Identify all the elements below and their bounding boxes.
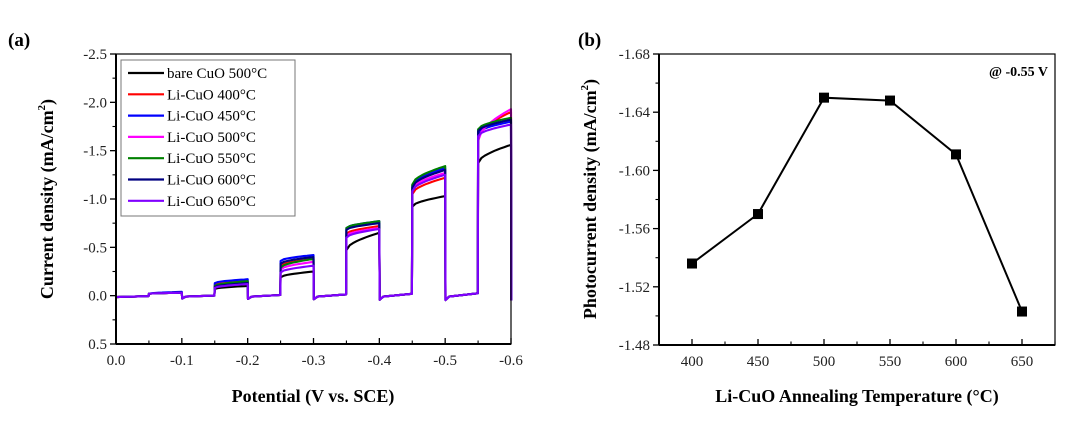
panel-a-x-tick-label: 0.0 [107,353,126,369]
legend-entry: Li-CuO 550°C [167,151,256,167]
panel-a-x-tick-label: -0.2 [236,353,260,369]
panel-b-y-tick-label: -1.68 [619,47,650,63]
legend-entry: bare CuO 500°C [167,66,267,82]
panel-a-y-tick-label: -1.0 [83,192,107,208]
panel-b-label: (b) [578,30,601,51]
legend-entry: Li-CuO 600°C [167,173,256,189]
panel-b-series-line [691,96,1023,312]
panel-a-y-tick-label: -2.0 [83,95,107,111]
panel-b-y-tick-label: -1.48 [619,338,650,354]
panel-a-current-density-chart: (a) 0.0 -0.1 -0.2 -0.3 -0.4 -0.5 -0.6 -2.5 -2.0 -… [8,30,523,407]
panel-a-legend: bare CuO 500°C Li-CuO 400°C Li-CuO 450°C Li… [120,59,296,217]
legend-entry: Li-CuO 500°C [167,130,256,146]
panel-a-curves [115,108,513,302]
panel-a-y-tick-label: -0.5 [83,240,107,256]
panel-a-x-tick-label: -0.3 [302,353,326,369]
panel-b-plot-frame [658,53,1056,346]
legend-entry: Li-CuO 650°C [167,194,256,210]
panel-b-y-axis-title-main: Photocurrent density (mA/cm [580,90,601,319]
legend-entry: Li-CuO 400°C [167,87,256,103]
panel-b-data-point [687,258,697,269]
panel-a-x-axis-title: Potential (V vs. SCE) [232,386,395,407]
panel-a-x-tick-label: -0.4 [367,353,391,369]
panel-b-x-tick-label: 400 [681,354,704,370]
panel-a-y-axis-title-close: ) [37,99,58,105]
panel-a-x-tick-label: -0.1 [170,353,194,369]
panel-a-y-tick-label: -1.5 [83,144,107,160]
panel-a-x-tick-label: -0.6 [499,353,523,369]
panel-a-y-axis-title-main: Current density (mA/cm [37,110,58,299]
panel-a-series-line [115,123,513,302]
panel-b-ticks: 400 450 500 550 600 650 -1.48 -1.52 -1.56 -1.60 -1… [619,47,1056,370]
legend-entry: Li-CuO 450°C [167,109,256,125]
panel-a-label: (a) [8,30,30,51]
panel-b-data-point [1017,306,1027,317]
panel-a-y-axis-title: Current density (mA/cm2) [36,99,58,299]
panel-b-data-point [753,209,763,220]
panel-b-data-point [819,92,829,103]
panel-b-y-tick-label: -1.56 [619,222,651,238]
panel-b-x-axis-title: Li-CuO Annealing Temperature (°C) [715,386,998,407]
panel-b-y-axis-title-sup: 2 [579,84,591,90]
panel-b-x-tick-label: 450 [747,354,770,370]
panel-b-y-tick-label: -1.64 [619,105,651,121]
panel-b-annotation: @ -0.55 V [989,65,1048,80]
panel-b-y-tick-label: -1.60 [619,163,650,179]
panel-b-x-tick-label: 600 [945,354,968,370]
panel-b-y-axis-title-close: ) [580,79,601,85]
panel-a-ticks: 0.0 -0.1 -0.2 -0.3 -0.4 -0.5 -0.6 -2.5 -2.0 -1.5 -… [83,47,523,369]
panel-b-photocurrent-chart: (b) 400 450 500 550 600 650 -1.48 -1.52 -1.56 -1.… [578,30,1056,407]
panel-a-y-tick-label: -2.5 [83,47,107,63]
panel-b-y-tick-label: -1.52 [619,280,650,296]
panel-a-y-tick-label: 0.0 [88,289,107,305]
panel-b-y-axis-title: Photocurrent density (mA/cm2) [579,79,601,319]
panel-b-x-tick-label: 650 [1011,354,1034,370]
panel-a-x-tick-label: -0.5 [433,353,457,369]
panel-b-data-point [951,149,961,160]
panel-b-series [687,92,1027,317]
panel-b-x-tick-label: 500 [813,354,836,370]
panel-a-y-axis-title-sup: 2 [36,104,48,110]
legend-box [120,59,296,217]
panel-b-data-point [885,95,895,106]
panel-a-y-tick-label: 0.5 [88,337,107,353]
panel-b-x-tick-label: 550 [879,354,902,370]
